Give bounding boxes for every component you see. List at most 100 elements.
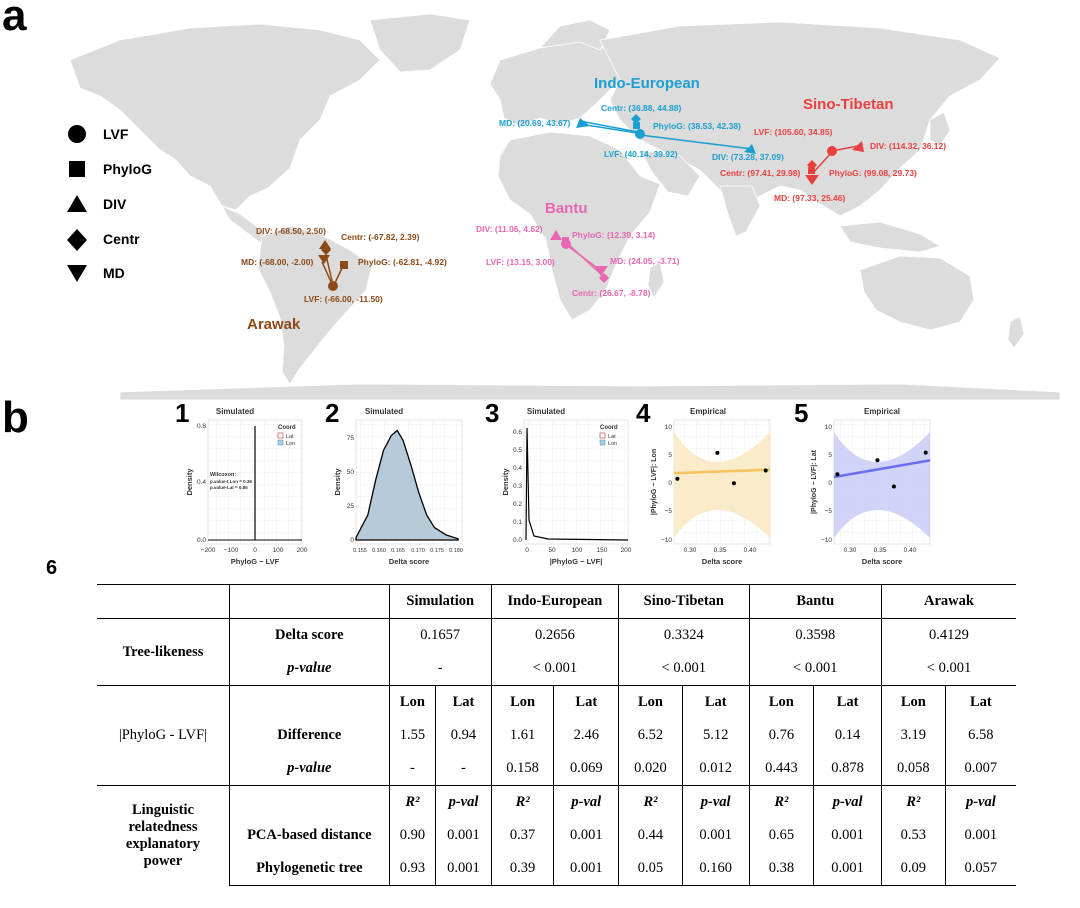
y-tick: 75 — [347, 435, 355, 442]
x-tick: 0.180 — [449, 548, 463, 554]
row-label: p-value — [228, 752, 390, 786]
x-tick: 0.35 — [874, 547, 887, 554]
x-tick: 100 — [572, 547, 583, 554]
row-label: p-value — [228, 652, 390, 686]
africa — [497, 131, 661, 321]
legend-title: Coord — [278, 425, 296, 431]
y-label: Density — [185, 468, 194, 496]
y-tick: 0.5 — [513, 447, 522, 454]
family-sino-tibetan: Sino-Tibetan LVF: (105.60, 34.85) DIV: (… — [720, 96, 946, 203]
legend-phylog-icon — [69, 161, 85, 177]
x-tick: 0 — [253, 547, 257, 554]
phylo-row: Phylogenetic tree 0.93 0.001 0.39 0.001 0.… — [97, 852, 1016, 886]
y-tick: −5 — [665, 508, 673, 515]
x-tick: −200 — [201, 547, 216, 554]
scandinavia — [538, 19, 611, 51]
x-tick: 0 — [525, 547, 529, 554]
point-label: LVF: (40.14, 39.92) — [604, 149, 678, 159]
y-tick: −10 — [661, 537, 672, 544]
y-tick: 0.1 — [513, 519, 522, 526]
point-label: LVF: (105.60, 34.85) — [754, 127, 832, 137]
legend-div-icon — [67, 195, 87, 212]
greenland — [369, 13, 471, 73]
y-tick: 0 — [668, 480, 672, 487]
plot-title: Empirical — [864, 407, 900, 416]
panel-b-plots: Simulated Wilcoxon: p.value-t.Lon = 0.36… — [185, 407, 931, 566]
x-tick: 0.155 — [353, 548, 367, 554]
se-asia-islands — [839, 221, 941, 253]
madagascar — [647, 261, 665, 299]
legend-label: Lat — [286, 434, 294, 440]
data-point — [835, 472, 840, 477]
table-6-num: 6 — [46, 557, 58, 579]
x-tick: 0.40 — [744, 547, 757, 554]
x-tick: 0.165 — [391, 548, 405, 554]
pca-row: PCA-based distance 0.90 0.001 0.37 0.001 0… — [97, 819, 1016, 852]
legend-lvf-label: LVF — [103, 126, 129, 142]
x-tick: 0.35 — [714, 547, 727, 554]
x-tick: 200 — [297, 547, 308, 554]
plot-3-num: 3 — [485, 398, 500, 428]
legend-title: Coord — [600, 425, 618, 431]
india — [719, 185, 761, 237]
plot-title: Simulated — [365, 407, 403, 416]
group-phylog-lvf: |PhyloG - LVF| — [97, 685, 230, 786]
y-tick: 0 — [828, 480, 832, 487]
density-area — [355, 429, 459, 541]
y-tick: 0.6 — [513, 429, 522, 436]
map-legend: LVF PhyloG DIV Centr MD — [67, 125, 152, 282]
antarctica — [119, 383, 1061, 400]
point-label: MD: (20.69, 43.67) — [499, 118, 571, 128]
data-point — [675, 476, 680, 481]
plot-title: Simulated — [216, 407, 254, 416]
data-point — [715, 450, 720, 455]
x-label: Delta score — [862, 557, 902, 566]
japan — [929, 111, 951, 147]
panel-a-letter: a — [2, 0, 27, 40]
legend-lvf-icon — [68, 125, 86, 143]
point-label: MD: (97.33, 25.46) — [774, 193, 846, 203]
point-label: MD: (24.05, -3.71) — [610, 256, 680, 266]
point-label: Centr: (97.41, 29.98) — [720, 168, 800, 178]
y-tick: −5 — [825, 508, 833, 515]
lonlat-head-row: |PhyloG - LVF| Lon Lat Lon Lat Lon Lat Lon L… — [97, 685, 1016, 786]
legend-centr-label: Centr — [103, 231, 140, 247]
y-label: Density — [501, 468, 510, 496]
point-label: DIV: (114.32, 36.12) — [870, 141, 946, 151]
plot-4: Empirical 0.30 0.35 0.40 −10 −5 0 5 10 D… — [651, 407, 771, 566]
north-america — [69, 23, 381, 211]
data-point — [763, 468, 768, 473]
row-label: Delta score — [228, 618, 390, 652]
panel-b-letter: b — [2, 393, 29, 442]
family-indo-european: Indo-European MD: (20.69, 43.67) Centr: … — [499, 75, 784, 162]
tree-p-row: p-value - < 0.001 < 0.001 < 0.001 < 0.00… — [97, 652, 1016, 686]
y-tick: 25 — [347, 503, 355, 510]
r2-head-row: Linguistic relatedness explanatory power… — [97, 785, 1016, 886]
plot-3: Simulated Coord Lat Lon 0 50 100 150 200… — [501, 407, 632, 566]
central-america — [221, 205, 269, 245]
legend-centr-icon — [67, 229, 87, 251]
legend-md-icon — [67, 265, 87, 282]
ci-band — [674, 432, 770, 538]
legend-div-label: DIV — [103, 196, 127, 212]
plot-title: Simulated — [527, 407, 565, 416]
y-tick: 50 — [347, 469, 355, 476]
x-tick: 100 — [273, 547, 284, 554]
y-label: |PhyloG − LVF|: Lat — [811, 449, 818, 514]
family-name: Arawak — [247, 316, 301, 333]
row-label: Difference — [228, 719, 390, 752]
x-label: Delta score — [702, 557, 742, 566]
x-tick: 0.175 — [430, 548, 444, 554]
point-label: PhyloG: (99.08, 29.73) — [829, 168, 917, 178]
australia — [859, 255, 975, 331]
data-point — [923, 450, 928, 455]
plot-1-num: 1 — [175, 398, 190, 428]
plot-annot: Wilcoxon: — [210, 472, 236, 478]
y-tick: 0.0 — [513, 537, 522, 544]
y-tick: 0.0 — [197, 537, 206, 544]
legend-label: Lon — [608, 441, 617, 447]
y-label: Density — [333, 468, 342, 496]
y-tick: 5 — [828, 452, 832, 459]
data-point — [875, 458, 880, 463]
x-tick: −100 — [224, 547, 239, 554]
